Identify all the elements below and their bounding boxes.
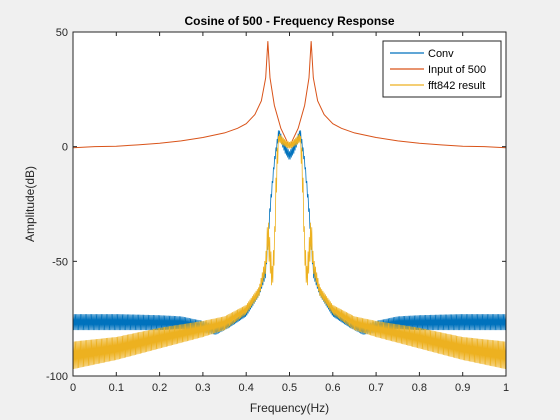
legend-label-conv: Conv [428,48,454,60]
y-tick-label: -100 [46,371,68,383]
x-tick-label: 0.5 [282,382,297,394]
legend-label-input-of-500: Input of 500 [428,64,486,76]
x-axis-label: Frequency(Hz) [250,401,329,415]
x-tick-label: 0.7 [368,382,383,394]
legend-label-fft842-result: fft842 result [428,80,485,92]
x-tick-label: 0.8 [412,382,427,394]
x-tick-label: 0.6 [325,382,340,394]
series-line-input-of-500 [73,41,506,149]
x-tick-label: 0.9 [455,382,470,394]
y-tick-label: -50 [52,256,68,268]
legend: Conv Input of 500 fft842 result [382,40,502,98]
series-line-conv [73,130,506,335]
x-tick-label: 0.4 [239,382,254,394]
x-tick-label: 0.2 [152,382,167,394]
x-tick-label: 1 [503,382,509,394]
y-tick-label: 0 [62,142,68,154]
x-tick-label: 0 [70,382,76,394]
series-layer [73,41,506,369]
ticks-layer: 0 0.1 0.2 0.3 0.4 0.5 0.6 0.7 0.8 0.9 1 50 0 -50 -100 [46,27,509,394]
y-tick-label: 50 [56,27,68,39]
chart-title: Cosine of 500 - Frequency Response [184,14,394,28]
x-tick-label: 0.1 [109,382,124,394]
y-axis-label: Amplitude(dB) [23,166,37,242]
series-line-fft842-result [73,133,506,369]
x-tick-label: 0.3 [195,382,210,394]
